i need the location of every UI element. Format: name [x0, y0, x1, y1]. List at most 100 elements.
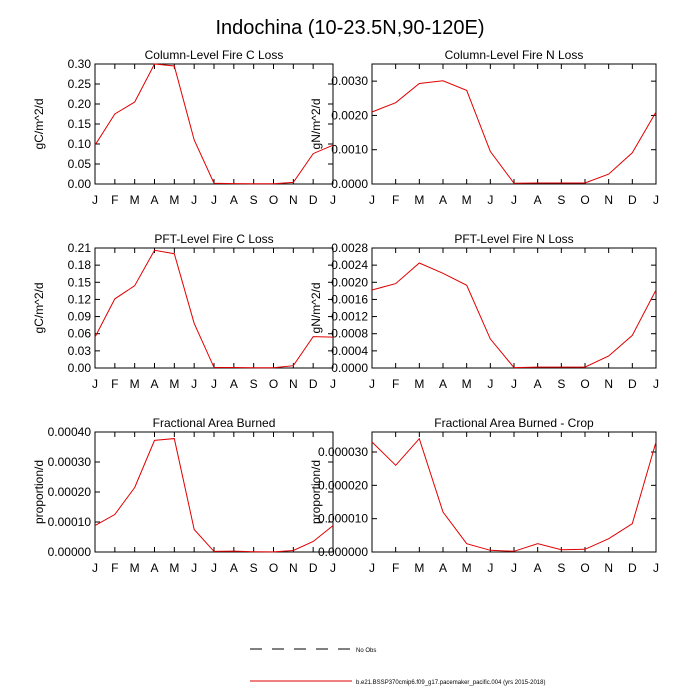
x-tick-label: O: [269, 561, 278, 575]
x-tick-label: S: [250, 377, 258, 391]
y-tick-label: 0.05: [68, 157, 92, 171]
x-tick-label: J: [369, 561, 375, 575]
y-tick-label: 0.0010: [331, 143, 368, 157]
x-tick-label: M: [462, 561, 472, 575]
panel-title: PFT-Level Fire N Loss: [454, 232, 573, 246]
x-tick-label: J: [511, 377, 517, 391]
x-tick-label: D: [309, 193, 318, 207]
y-tick-label: 0.25: [68, 77, 92, 91]
x-tick-label: O: [580, 377, 589, 391]
x-tick-label: A: [230, 561, 238, 575]
x-tick-label: M: [462, 377, 472, 391]
x-tick-label: S: [557, 377, 565, 391]
x-tick-label: J: [211, 561, 217, 575]
x-tick-label: J: [330, 193, 336, 207]
plot-frame: [371, 247, 657, 369]
x-tick-label: D: [628, 377, 637, 391]
x-tick-label: J: [653, 193, 659, 207]
plot-frame: [94, 431, 334, 553]
x-tick-label: J: [211, 377, 217, 391]
x-tick-label: F: [111, 377, 118, 391]
x-tick-label: A: [150, 561, 158, 575]
series-line-1: [371, 262, 657, 369]
x-tick-label: S: [250, 561, 258, 575]
x-tick-label: O: [580, 193, 589, 207]
series-line-1: [94, 249, 334, 369]
x-tick-label: A: [230, 377, 238, 391]
y-tick-label: 0.00010: [48, 515, 92, 529]
series-line-1: [371, 437, 657, 552]
y-tick-label: 0.30: [68, 57, 92, 71]
x-tick-label: S: [557, 193, 565, 207]
x-tick-label: J: [511, 561, 517, 575]
x-tick-label: F: [392, 377, 399, 391]
x-tick-label: D: [628, 561, 637, 575]
x-tick-label: N: [604, 377, 613, 391]
x-tick-label: J: [511, 193, 517, 207]
y-tick-label: 0.12: [68, 292, 92, 306]
x-tick-label: D: [309, 377, 318, 391]
y-axis-label: gC/m^2/d: [32, 283, 46, 334]
x-tick-label: M: [462, 193, 472, 207]
x-tick-label: J: [191, 561, 197, 575]
x-tick-label: S: [250, 193, 258, 207]
x-tick-label: J: [487, 561, 493, 575]
x-tick-label: N: [604, 193, 613, 207]
y-tick-label: 0.03: [68, 344, 92, 358]
panel-title: PFT-Level Fire C Loss: [154, 232, 273, 246]
y-tick-label: 0.0020: [331, 108, 368, 122]
y-tick-label: 0.0004: [331, 344, 368, 358]
plot-frame: [371, 431, 657, 553]
y-tick-label: 0.000000: [318, 545, 368, 559]
series-line-1: [94, 438, 334, 553]
y-tick-label: 0.0000: [331, 361, 368, 375]
y-tick-label: 0.06: [68, 327, 92, 341]
chart-panel-3: PFT-Level Fire C Loss gC/m^2/d 0.00 0.03 0.0…: [32, 232, 336, 391]
y-axis-label: proportion/d: [32, 460, 46, 524]
x-tick-label: N: [289, 193, 298, 207]
panel-title: Column-Level Fire N Loss: [445, 48, 584, 62]
plot-frame: [94, 63, 334, 185]
x-tick-label: J: [653, 377, 659, 391]
series-line-1: [371, 80, 657, 184]
plot-frame: [94, 247, 334, 369]
chart-panel-5: Fractional Area Burned proportion/d 0.0000…: [32, 416, 336, 575]
x-tick-label: O: [580, 561, 589, 575]
y-tick-label: 0.0008: [331, 327, 368, 341]
legend-model-label: b.e21.BSSP370cmip6.f09_g17.pacemaker_pac…: [356, 680, 545, 686]
y-tick-label: 0.09: [68, 310, 92, 324]
y-tick-label: 0.0030: [331, 74, 368, 88]
x-tick-label: M: [414, 561, 424, 575]
y-tick-label: 0.00040: [48, 425, 92, 439]
x-tick-label: S: [557, 561, 565, 575]
y-tick-label: 0.00: [68, 361, 92, 375]
y-tick-label: 0.15: [68, 275, 92, 289]
x-tick-label: D: [628, 193, 637, 207]
y-tick-label: 0.000010: [318, 512, 368, 526]
x-tick-label: N: [289, 377, 298, 391]
chart-panel-6: Fractional Area Burned - Crop proportion/…: [309, 416, 659, 575]
x-tick-label: A: [439, 193, 447, 207]
y-axis-label: gN/m^2/d: [309, 283, 323, 334]
x-tick-label: J: [653, 561, 659, 575]
y-tick-label: 0.0024: [331, 258, 368, 272]
y-tick-label: 0.0016: [331, 292, 368, 306]
y-tick-label: 0.00000: [48, 545, 92, 559]
y-tick-label: 0.0000: [331, 177, 368, 191]
x-tick-label: A: [439, 377, 447, 391]
x-tick-label: J: [191, 193, 197, 207]
x-tick-label: A: [230, 193, 238, 207]
x-tick-label: M: [414, 377, 424, 391]
x-tick-label: F: [111, 193, 118, 207]
x-tick-label: M: [169, 193, 179, 207]
y-tick-label: 0.0020: [331, 275, 368, 289]
panel-title: Fractional Area Burned: [153, 416, 276, 430]
x-tick-label: J: [330, 377, 336, 391]
x-tick-label: M: [169, 561, 179, 575]
legend-obs-label: No Obs: [356, 648, 376, 654]
y-tick-label: 0.10: [68, 137, 92, 151]
x-tick-label: F: [111, 561, 118, 575]
y-axis-label: proportion/d: [309, 460, 323, 524]
panels: Column-Level Fire C Loss gC/m^2/d 0.00 0.05…: [32, 48, 659, 575]
panel-title: Fractional Area Burned - Crop: [434, 416, 594, 430]
